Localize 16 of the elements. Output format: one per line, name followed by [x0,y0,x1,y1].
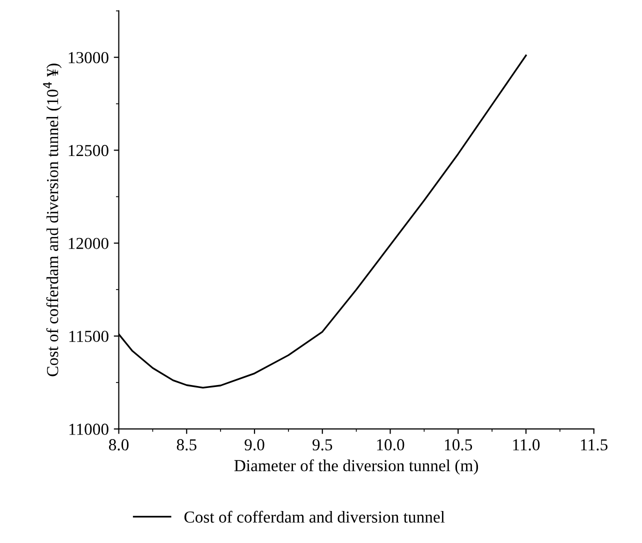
x-tick-label: 10.0 [377,439,404,450]
legend-label: Cost of cofferdam and diversion tunnel [184,510,445,523]
y-tick-label: 11500 [69,330,108,342]
x-tick-label: 10.5 [444,439,472,450]
y-axis-title: Cost of cofferdam and diversion tunnel (10$^{4}$ ¥) [43,64,62,376]
y-tick-label: 11000 [69,424,108,435]
x-axis-title: Diameter of the diversion tunnel (m) [234,459,478,475]
y-tick-label: 13000 [68,52,108,64]
x-tick-label: 8.0 [108,439,129,450]
x-tick-label: 8.5 [176,439,196,450]
y-tick-label: 12000 [68,238,108,250]
x-tick-label: 9.5 [312,439,332,450]
x-tick-label: 11.5 [581,439,608,450]
x-tick-label: 11.0 [513,439,540,450]
y-tick-label: 12500 [68,144,108,156]
x-tick-label: 9.0 [244,439,264,450]
